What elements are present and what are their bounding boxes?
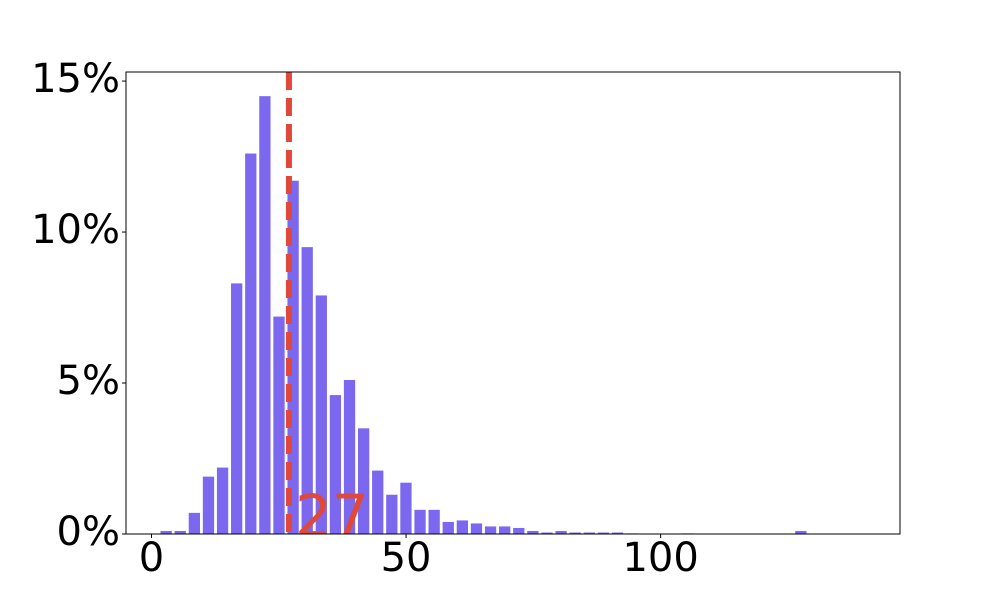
plot-area: 27	[160, 72, 807, 550]
bar	[527, 530, 539, 534]
bar	[470, 523, 483, 534]
bar	[202, 476, 215, 534]
bar	[231, 283, 243, 534]
bar	[357, 428, 370, 534]
bar	[174, 530, 186, 534]
bar	[245, 153, 257, 534]
bar	[611, 532, 624, 534]
bar	[597, 532, 610, 534]
x-tick-label: 100	[622, 535, 698, 581]
bar	[287, 180, 299, 534]
bar	[188, 512, 201, 534]
y-tick-label: 5%	[57, 358, 120, 404]
y-tick-label: 10%	[31, 207, 120, 253]
bar	[583, 532, 595, 534]
bar	[513, 527, 525, 534]
bar	[386, 494, 398, 534]
bar	[541, 532, 553, 534]
bar	[569, 532, 581, 534]
y-tick-label: 15%	[31, 56, 120, 102]
bar	[259, 96, 271, 534]
bar	[555, 530, 567, 534]
bar	[795, 530, 807, 534]
bar	[329, 395, 342, 534]
bar	[484, 526, 497, 534]
bar	[301, 247, 313, 534]
bar	[315, 295, 327, 534]
bar	[160, 530, 172, 534]
x-tick-label: 50	[381, 535, 432, 581]
bar	[372, 470, 384, 534]
bar	[414, 509, 426, 534]
axes-frame	[125, 71, 901, 535]
bar	[343, 380, 356, 534]
bar	[442, 521, 454, 534]
bar	[456, 520, 469, 534]
bar	[273, 316, 285, 534]
bar	[216, 467, 229, 534]
y-tick-label: 0%	[57, 509, 120, 555]
bar	[400, 482, 412, 534]
bar	[428, 509, 440, 534]
reference-label: 27	[295, 482, 369, 550]
x-tick-label: 0	[139, 535, 164, 581]
bar	[499, 526, 511, 534]
